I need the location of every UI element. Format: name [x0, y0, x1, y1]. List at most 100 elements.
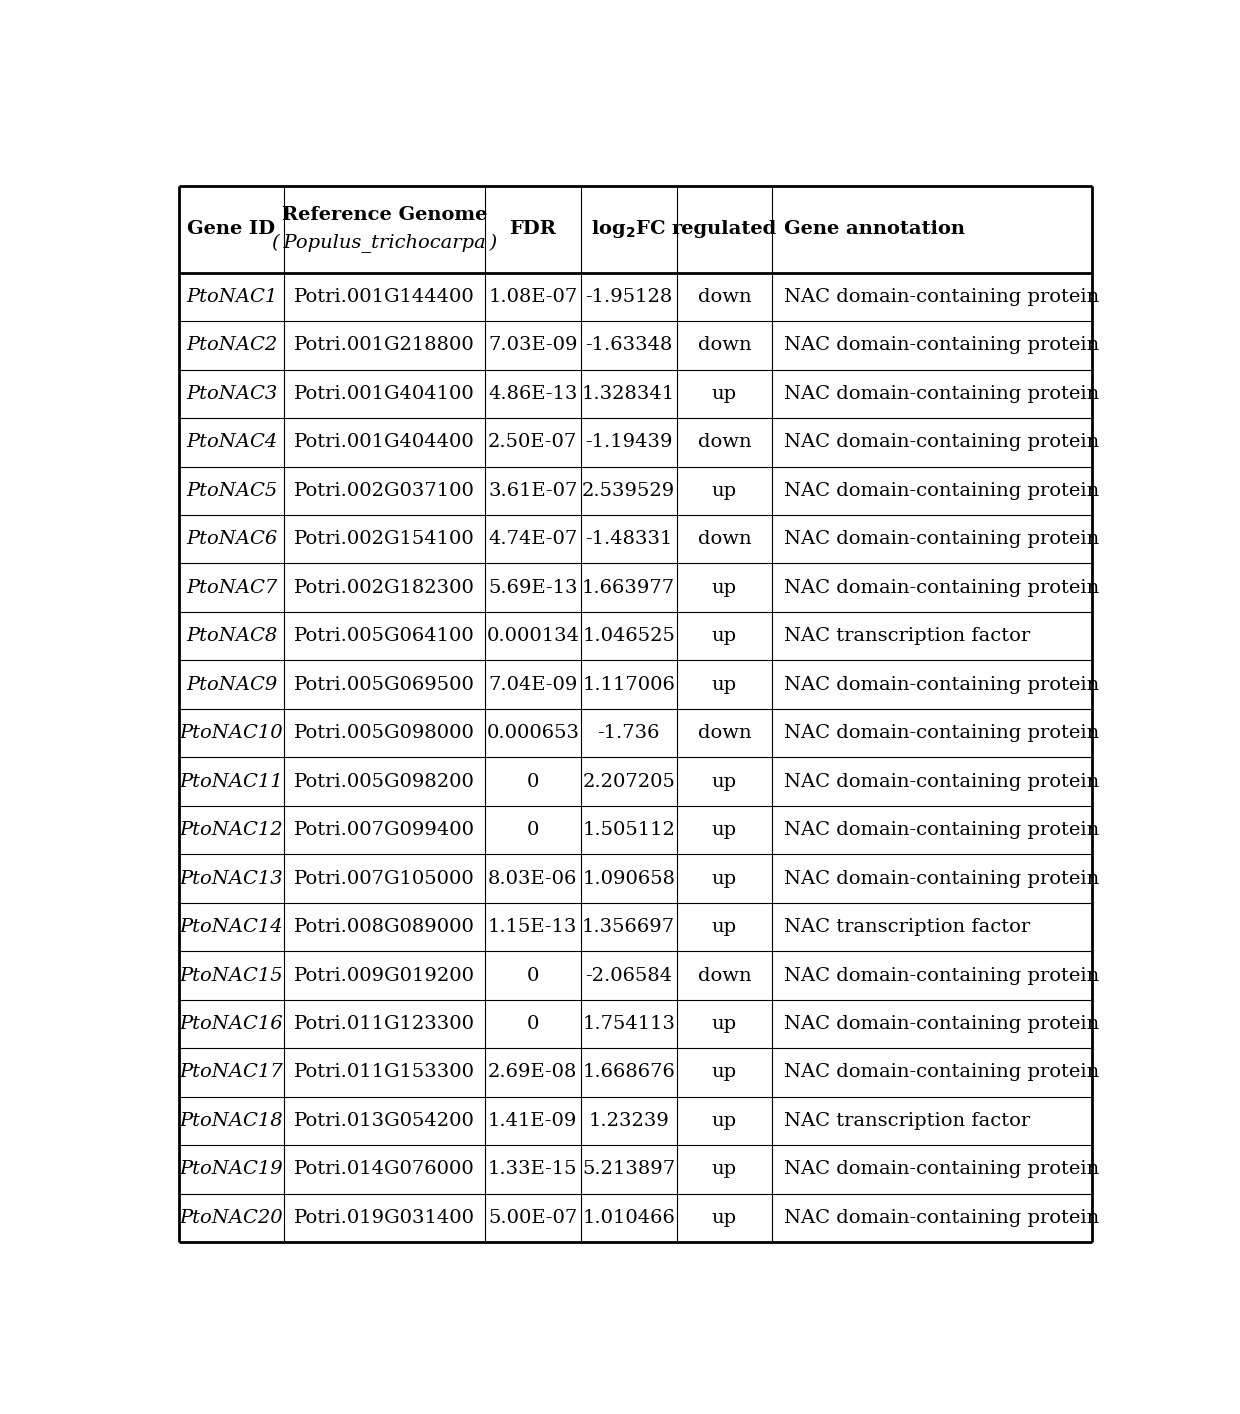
Text: Potri.011G153300: Potri.011G153300	[294, 1063, 475, 1082]
Text: Potri.001G404400: Potri.001G404400	[294, 433, 475, 451]
Text: PtoNAC10: PtoNAC10	[180, 724, 283, 742]
Text: Potri.011G123300: Potri.011G123300	[294, 1015, 475, 1034]
Text: -1.736: -1.736	[598, 724, 660, 742]
Text: 3.61E-07: 3.61E-07	[489, 482, 578, 499]
Text: 5.00E-07: 5.00E-07	[489, 1209, 578, 1227]
Text: ( Populus_trichocarpa ): ( Populus_trichocarpa )	[272, 233, 497, 253]
Text: up: up	[712, 870, 737, 888]
Text: Potri.013G054200: Potri.013G054200	[294, 1111, 475, 1130]
Text: 0: 0	[527, 1015, 539, 1034]
Text: PtoNAC4: PtoNAC4	[186, 433, 278, 451]
Text: 0: 0	[527, 772, 539, 790]
Text: down: down	[698, 967, 751, 984]
Text: 0: 0	[527, 967, 539, 984]
Text: Potri.008G089000: Potri.008G089000	[294, 918, 475, 936]
Text: 1.090658: 1.090658	[582, 870, 675, 888]
Text: 1.754113: 1.754113	[582, 1015, 675, 1034]
Text: 5.69E-13: 5.69E-13	[489, 578, 578, 597]
Text: NAC domain-containing protein: NAC domain-containing protein	[784, 433, 1099, 451]
Text: -1.63348: -1.63348	[585, 337, 672, 355]
Text: NAC transcription factor: NAC transcription factor	[784, 628, 1030, 645]
Text: 7.04E-09: 7.04E-09	[489, 676, 578, 694]
Text: up: up	[712, 918, 737, 936]
Text: NAC domain-containing protein: NAC domain-containing protein	[784, 530, 1099, 549]
Text: PtoNAC3: PtoNAC3	[186, 385, 278, 403]
Text: 0.000653: 0.000653	[486, 724, 579, 742]
Text: Potri.002G154100: Potri.002G154100	[294, 530, 475, 549]
Text: FDR: FDR	[510, 221, 557, 239]
Text: down: down	[698, 530, 751, 549]
Text: NAC domain-containing protein: NAC domain-containing protein	[784, 1015, 1099, 1034]
Text: PtoNAC6: PtoNAC6	[186, 530, 278, 549]
Text: Potri.005G098200: Potri.005G098200	[294, 772, 475, 790]
Text: 1.08E-07: 1.08E-07	[489, 288, 578, 305]
Text: NAC transcription factor: NAC transcription factor	[784, 1111, 1030, 1130]
Text: -1.19439: -1.19439	[585, 433, 672, 451]
Text: up: up	[712, 1209, 737, 1227]
Text: NAC domain-containing protein: NAC domain-containing protein	[784, 1161, 1099, 1178]
Text: NAC domain-containing protein: NAC domain-containing protein	[784, 288, 1099, 305]
Text: PtoNAC19: PtoNAC19	[180, 1161, 283, 1178]
Text: 1.23239: 1.23239	[588, 1111, 670, 1130]
Text: PtoNAC16: PtoNAC16	[180, 1015, 283, 1034]
Text: PtoNAC18: PtoNAC18	[180, 1111, 283, 1130]
Text: Gene ID: Gene ID	[187, 221, 275, 239]
Text: Potri.014G076000: Potri.014G076000	[294, 1161, 475, 1178]
Text: NAC domain-containing protein: NAC domain-containing protein	[784, 822, 1099, 839]
Text: 7.03E-09: 7.03E-09	[489, 337, 578, 355]
Text: Potri.005G098000: Potri.005G098000	[294, 724, 475, 742]
Text: 1.505112: 1.505112	[583, 822, 675, 839]
Text: PtoNAC2: PtoNAC2	[186, 337, 278, 355]
Text: PtoNAC7: PtoNAC7	[186, 578, 278, 597]
Text: 0.000134: 0.000134	[486, 628, 579, 645]
Text: Reference Genome: Reference Genome	[281, 206, 487, 225]
Text: NAC domain-containing protein: NAC domain-containing protein	[784, 772, 1099, 790]
Text: up: up	[712, 822, 737, 839]
Text: 4.74E-07: 4.74E-07	[489, 530, 578, 549]
Text: PtoNAC15: PtoNAC15	[180, 967, 283, 984]
Text: up: up	[712, 578, 737, 597]
Text: up: up	[712, 772, 737, 790]
Text: NAC domain-containing protein: NAC domain-containing protein	[784, 870, 1099, 888]
Text: 1.668676: 1.668676	[583, 1063, 675, 1082]
Text: Potri.007G099400: Potri.007G099400	[294, 822, 475, 839]
Text: down: down	[698, 288, 751, 305]
Text: 8.03E-06: 8.03E-06	[489, 870, 578, 888]
Text: PtoNAC5: PtoNAC5	[186, 482, 278, 499]
Text: NAC domain-containing protein: NAC domain-containing protein	[784, 578, 1099, 597]
Text: -1.95128: -1.95128	[585, 288, 672, 305]
Text: -2.06584: -2.06584	[585, 967, 672, 984]
Text: Potri.005G069500: Potri.005G069500	[294, 676, 475, 694]
Text: PtoNAC13: PtoNAC13	[180, 870, 283, 888]
Text: 1.117006: 1.117006	[583, 676, 675, 694]
Text: Potri.002G182300: Potri.002G182300	[294, 578, 475, 597]
Text: PtoNAC20: PtoNAC20	[180, 1209, 283, 1227]
Text: PtoNAC1: PtoNAC1	[186, 288, 278, 305]
Text: 2.207205: 2.207205	[583, 772, 675, 790]
Text: NAC domain-containing protein: NAC domain-containing protein	[784, 1209, 1099, 1227]
Text: 1.41E-09: 1.41E-09	[489, 1111, 578, 1130]
Text: 2.50E-07: 2.50E-07	[489, 433, 578, 451]
Text: NAC domain-containing protein: NAC domain-containing protein	[784, 967, 1099, 984]
Text: PtoNAC14: PtoNAC14	[180, 918, 283, 936]
Text: up: up	[712, 628, 737, 645]
Text: NAC transcription factor: NAC transcription factor	[784, 918, 1030, 936]
Text: 1.010466: 1.010466	[583, 1209, 675, 1227]
Text: Potri.002G037100: Potri.002G037100	[294, 482, 475, 499]
Text: up: up	[712, 1015, 737, 1034]
Text: Potri.009G019200: Potri.009G019200	[294, 967, 475, 984]
Text: 1.356697: 1.356697	[582, 918, 676, 936]
Text: PtoNAC12: PtoNAC12	[180, 822, 283, 839]
Text: down: down	[698, 724, 751, 742]
Text: 2.539529: 2.539529	[582, 482, 676, 499]
Text: NAC domain-containing protein: NAC domain-containing protein	[784, 1063, 1099, 1082]
Text: 4.86E-13: 4.86E-13	[489, 385, 578, 403]
Text: down: down	[698, 433, 751, 451]
Text: down: down	[698, 337, 751, 355]
Text: 1.663977: 1.663977	[582, 578, 676, 597]
Text: up: up	[712, 676, 737, 694]
Text: 5.213897: 5.213897	[582, 1161, 676, 1178]
Text: up: up	[712, 1063, 737, 1082]
Text: up: up	[712, 1111, 737, 1130]
Text: 2.69E-08: 2.69E-08	[489, 1063, 578, 1082]
